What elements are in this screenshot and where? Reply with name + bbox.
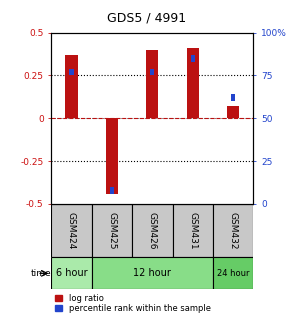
Bar <box>92 257 213 289</box>
Text: 24 hour: 24 hour <box>217 269 249 278</box>
Bar <box>69 69 74 76</box>
Legend: log ratio, percentile rank within the sample: log ratio, percentile rank within the sa… <box>55 294 211 313</box>
Text: GSM431: GSM431 <box>188 212 197 249</box>
Text: 6 hour: 6 hour <box>56 268 87 278</box>
Bar <box>146 50 159 118</box>
Bar <box>173 204 213 257</box>
Text: GSM426: GSM426 <box>148 212 157 249</box>
Text: GSM432: GSM432 <box>229 212 238 249</box>
Bar <box>227 106 239 118</box>
Bar <box>110 187 114 194</box>
Bar <box>92 204 132 257</box>
Bar <box>51 257 92 289</box>
Text: time: time <box>31 269 51 278</box>
Text: 12 hour: 12 hour <box>133 268 171 278</box>
Bar <box>106 118 118 194</box>
Text: GSM424: GSM424 <box>67 212 76 249</box>
Bar <box>150 69 154 76</box>
Bar <box>213 204 253 257</box>
Text: GDS5 / 4991: GDS5 / 4991 <box>107 11 186 25</box>
Bar <box>187 48 199 118</box>
Bar <box>132 204 173 257</box>
Bar <box>213 257 253 289</box>
Bar <box>191 55 195 62</box>
Text: GSM425: GSM425 <box>108 212 116 249</box>
Bar <box>51 204 92 257</box>
Bar <box>65 55 78 118</box>
Bar <box>231 94 235 101</box>
